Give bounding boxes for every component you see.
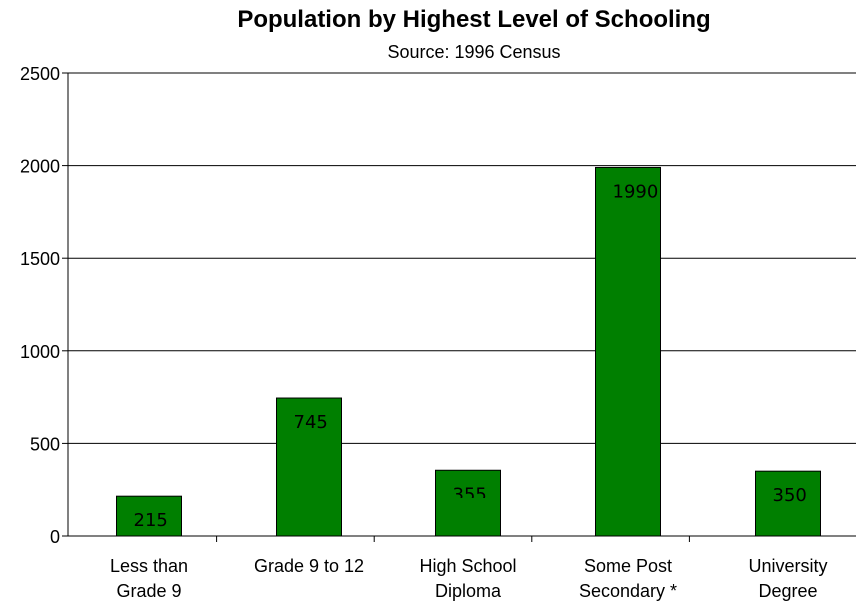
bar-value-label: 355 [453, 484, 487, 505]
y-tick-label: 500 [30, 434, 60, 454]
bar-value-label: 1990 [613, 181, 659, 202]
y-tick-label: 1000 [20, 342, 60, 362]
chart-title: Population by Highest Level of Schooling [0, 6, 856, 34]
bar-value-label: 350 [773, 485, 807, 506]
y-tick-label: 2000 [20, 157, 60, 177]
bar [276, 397, 342, 537]
axes [62, 72, 856, 542]
category-label: Grade 9 to 12 [254, 556, 364, 576]
category-label: Grade 9 [116, 581, 181, 601]
category-label: Some Post [584, 556, 672, 576]
category-label: Less than [110, 556, 188, 576]
chart-subtitle: Source: 1996 Census [0, 42, 856, 63]
bars [116, 166, 821, 537]
bar [595, 166, 661, 537]
bar-value-label: 745 [294, 412, 328, 433]
category-label: Degree [758, 581, 817, 601]
gridlines [68, 72, 856, 444]
y-tick-label: 2500 [20, 64, 60, 84]
labels: 0 500 1000 1500 2000 2500 215 Less than Grade 9 7… [20, 64, 828, 601]
y-tick-label: 1500 [20, 249, 60, 269]
chart-title-text: Population by Highest Level of Schooling [237, 6, 711, 33]
category-label: High School [419, 556, 516, 576]
bar [755, 470, 821, 537]
bar [435, 469, 501, 537]
chart-subtitle-text: Source: 1996 Census [387, 42, 561, 62]
y-tick-label: 0 [50, 527, 60, 547]
category-label: University [748, 556, 827, 576]
category-label: Diploma [435, 581, 502, 601]
category-label: Secondary * [579, 581, 677, 601]
bar-value-label: 215 [134, 510, 168, 531]
